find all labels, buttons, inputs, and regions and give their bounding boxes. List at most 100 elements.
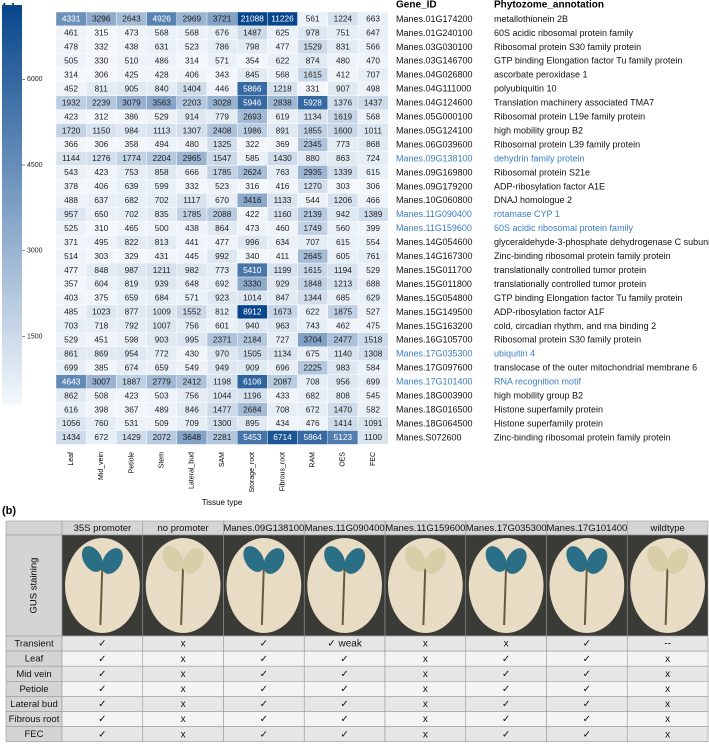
cell-label: 571 [185, 293, 199, 303]
cell-label: 831 [336, 42, 350, 52]
cell-label: 672 [306, 404, 320, 414]
cell-label: 527 [366, 307, 380, 317]
table-row-header [5, 534, 63, 637]
cell-label: 819 [125, 279, 139, 289]
cell-label: 907 [336, 83, 350, 93]
cell-label: 743 [306, 321, 320, 331]
cell-label: 647 [366, 28, 380, 38]
cell-label: 2643 [122, 14, 141, 24]
photo-leaf [424, 548, 446, 574]
cell-label: 992 [215, 251, 229, 261]
table-cell-text: ✓ [340, 714, 348, 725]
table-cell-text: ✓ [98, 654, 106, 665]
annotation: polyubiquitin 10 [494, 84, 557, 94]
table-cell-text: x [665, 654, 670, 665]
cell-label: 1206 [334, 195, 353, 205]
gene-id: Manes.14G167300 [396, 251, 473, 261]
cell-label: 1547 [213, 153, 232, 163]
gene-id: Manes.17G097600 [396, 363, 473, 373]
cell-label: 688 [366, 279, 380, 289]
table-cell-text: x [504, 639, 509, 650]
cell-label: 3721 [213, 14, 232, 24]
cell-label: 494 [155, 139, 169, 149]
cell-label: 3079 [122, 97, 141, 107]
x-tick-label: FEC [370, 452, 377, 466]
x-tick-label: Mid_vein [98, 452, 105, 480]
cell-label: 648 [185, 279, 199, 289]
cell-label: 462 [336, 321, 350, 331]
cell-label: 1986 [243, 125, 262, 135]
cell-label: 847 [276, 293, 290, 303]
cell-label: 340 [245, 251, 259, 261]
gene-id: Manes.06G039600 [396, 139, 473, 149]
cell-label: 315 [94, 28, 108, 38]
cell-label: 599 [155, 181, 169, 191]
table-cell-text: ✓ [583, 669, 591, 680]
gene-id: Manes.15G011700 [396, 265, 472, 275]
cell-label: 868 [366, 139, 380, 149]
annotation: Ribosomal protein S21e [494, 167, 590, 177]
cell-label: 310 [94, 223, 108, 233]
cell-label: 545 [366, 390, 380, 400]
photo-leaf [243, 546, 265, 572]
cell-label: 4643 [62, 376, 81, 386]
gene-id: Manes.17G035300 [396, 349, 473, 359]
gene-id: Manes.14G054600 [396, 237, 473, 247]
cell-label: 367 [125, 404, 139, 414]
cell-label: 303 [94, 251, 108, 261]
table-cell-text: ✓ [583, 714, 591, 725]
annotation: Ribosomal protein L39 family protein [494, 139, 640, 149]
cell-label: 619 [276, 111, 290, 121]
cell-label: 772 [155, 348, 169, 358]
cell-label: 1144 [62, 153, 80, 163]
cell-label: 473 [125, 28, 139, 38]
cell-label: 503 [155, 390, 169, 400]
cell-label: 709 [185, 418, 199, 428]
cell-label: 1196 [243, 390, 261, 400]
cell-label: 1339 [334, 167, 353, 177]
cell-label: 2779 [152, 376, 171, 386]
cell-label: 523 [215, 181, 229, 191]
cell-label: 684 [155, 293, 169, 303]
cell-label: 663 [366, 14, 380, 24]
cell-label: 523 [185, 42, 199, 52]
cell-label: 1211 [153, 265, 171, 275]
cell-label: 773 [215, 265, 229, 275]
table-cell-text: ✓ [340, 699, 348, 710]
cell-label: 3330 [243, 279, 262, 289]
cell-label: 399 [366, 223, 380, 233]
table-cell-text: x [181, 669, 186, 680]
table-cell-text: ✓ [98, 639, 106, 650]
cell-label: 629 [366, 293, 380, 303]
cell-label: 1785 [213, 167, 232, 177]
photo-leaf [667, 548, 689, 574]
cell-label: 1477 [213, 404, 232, 414]
cell-label: 423 [64, 111, 78, 121]
photo-plant [503, 564, 508, 626]
x-tick-label: Stem [159, 452, 166, 469]
cell-label: 510 [125, 56, 139, 66]
cell-label: 869 [94, 348, 108, 358]
heatmap-cell [357, 430, 389, 445]
annotation: ascorbate peroxidase 1 [494, 70, 588, 80]
cell-label: 1487 [243, 28, 262, 38]
cell-label: 5410 [243, 265, 262, 275]
table-cell-text: ✓ [340, 654, 348, 665]
gene-id: Manes.11G090400 [396, 209, 472, 219]
table-header-cell [5, 520, 63, 536]
cell-label: 330 [94, 56, 108, 66]
cell-label: 1749 [303, 223, 322, 233]
cell-label: 682 [125, 195, 139, 205]
column-header: Phytozome_annotation [494, 0, 604, 11]
cell-label: 984 [125, 125, 139, 135]
x-tick-label: SAM [219, 452, 226, 467]
cell-label: 1404 [183, 83, 202, 93]
row-label: GUS staining [29, 558, 40, 614]
cell-label: 1198 [213, 376, 231, 386]
cell-label: 549 [185, 362, 199, 372]
table-cell-text: ✓ [98, 684, 106, 695]
cell-label: 615 [336, 237, 350, 247]
cell-label: 751 [336, 28, 350, 38]
cell-label: 2139 [303, 209, 322, 219]
cell-label: 568 [276, 69, 290, 79]
